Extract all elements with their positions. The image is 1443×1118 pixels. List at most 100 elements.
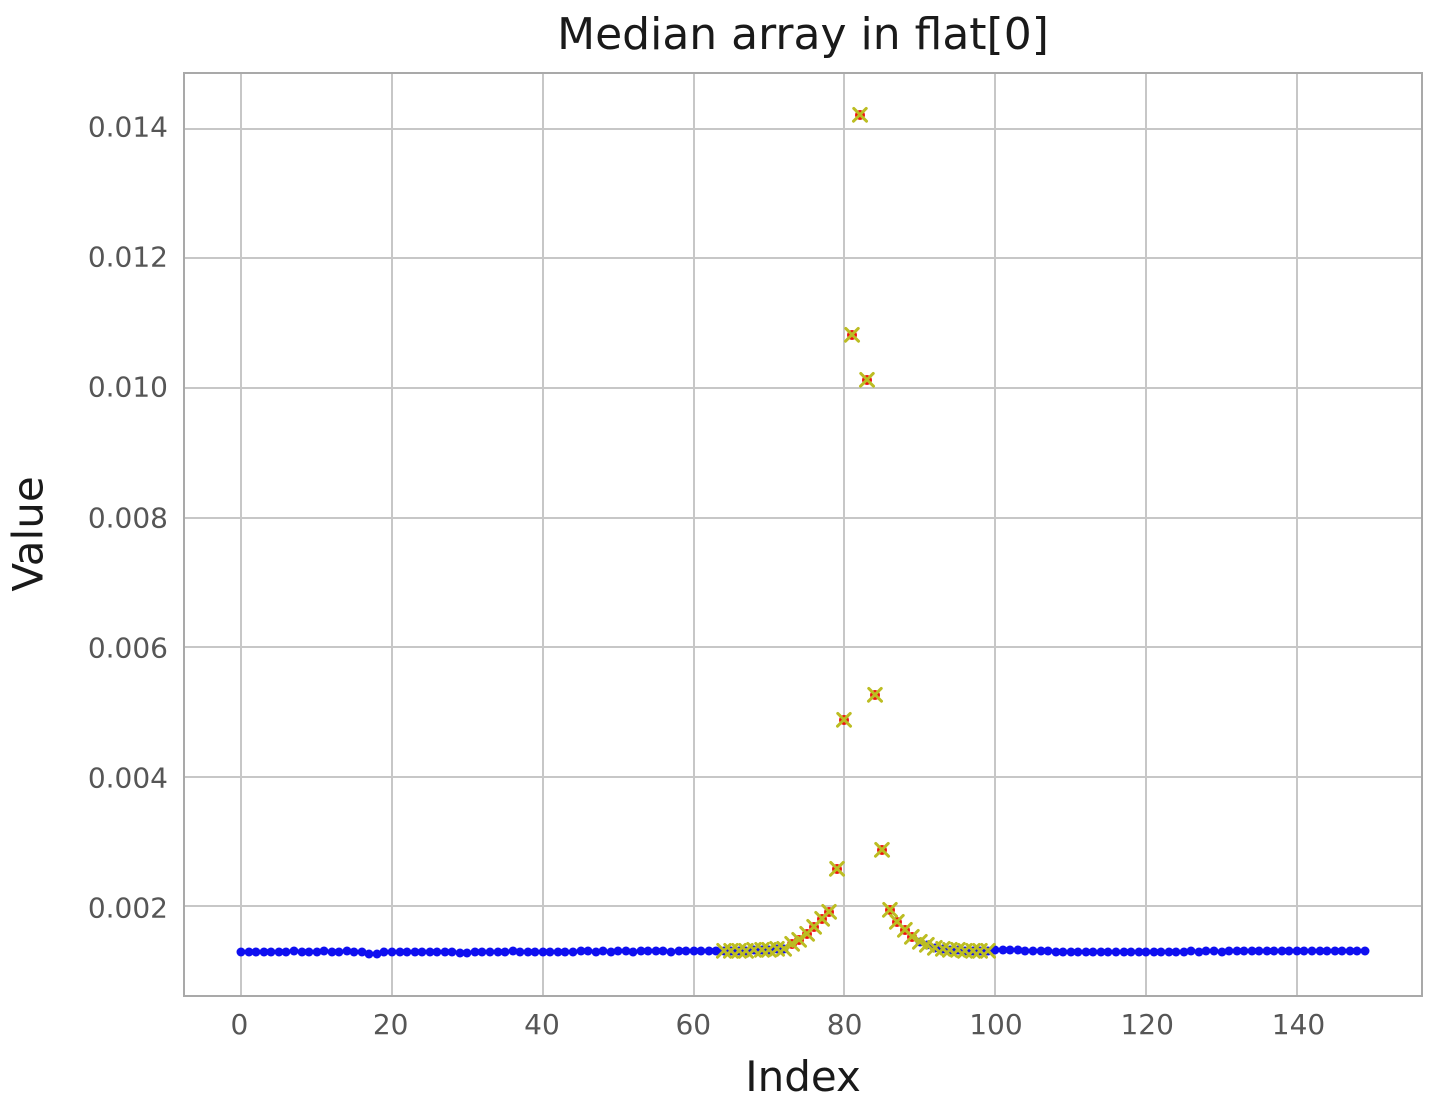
data-point [281,947,291,957]
data-point [1217,947,1227,957]
x-tick-label: 140 [1271,1008,1326,1041]
data-point [297,947,306,957]
data-point [1239,946,1249,956]
data-point [1360,946,1370,956]
data-point [1186,946,1196,956]
x-tick-label: 120 [1120,1008,1174,1041]
data-point [379,947,389,957]
data-point [1073,947,1083,957]
data-point [1081,947,1091,957]
data-point [1232,946,1242,956]
x-marker [979,942,997,960]
data-point [1277,946,1287,956]
data-point [372,949,382,959]
y-tick-label: 0.010 [87,370,168,404]
grid-line-vertical [994,74,997,995]
grid-line-horizontal [185,905,1421,908]
data-point [395,947,405,957]
data-point [651,946,661,956]
data-point [576,946,586,956]
data-point [1096,947,1106,957]
data-point [990,945,1000,955]
data-point [613,946,623,956]
grid-line-horizontal [185,257,1421,260]
data-point [1209,946,1219,956]
x-tick-label: 60 [675,1008,712,1041]
data-point [402,947,412,957]
x-marker [820,903,839,921]
data-point [621,946,631,956]
grid-line-vertical [541,74,544,995]
y-tick-label: 0.008 [87,501,168,535]
data-point [1119,947,1128,957]
data-point [538,947,548,957]
x-marker [828,860,846,878]
data-point [704,946,714,956]
data-point [1149,947,1159,957]
data-point [319,946,329,956]
data-point [606,947,616,957]
data-point [1224,946,1234,956]
data-point [628,947,638,957]
data-point [1043,946,1053,956]
data-point [681,946,691,956]
data-point [1066,947,1076,957]
data-point [1201,946,1211,956]
data-point [1111,947,1121,957]
data-point [342,946,352,956]
plot-area [183,72,1423,997]
data-point [289,946,299,956]
data-point [455,948,465,958]
data-point [1103,947,1113,957]
grid-line-vertical [1145,74,1148,995]
gridlines [185,74,1421,995]
data-point [1330,946,1340,956]
data-point [583,946,593,956]
data-point [1088,947,1098,957]
data-point [1020,946,1030,956]
data-point [485,947,495,957]
grid-line-horizontal [185,775,1421,778]
grid-line-vertical [692,74,695,995]
data-point [515,947,525,957]
data-point [1299,946,1309,956]
data-point [462,948,472,958]
data-point [696,946,706,956]
data-point [1028,946,1038,956]
grid-line-horizontal [185,127,1421,130]
data-point [1262,946,1272,956]
x-marker [866,686,884,704]
data-point [447,947,457,957]
data-point [666,947,676,957]
grid-line-horizontal [185,516,1421,519]
data-point [998,945,1008,954]
x-marker [835,711,854,730]
data-point [1013,945,1023,955]
x-tick-label: 20 [372,1008,409,1041]
data-point [440,947,450,957]
data-point [274,947,284,957]
data-point [1051,947,1061,957]
grid-line-vertical [843,74,846,995]
y-tick-labels: 0.002 0.004 0.006 0.008 0.010 0.012 0.014 [0,72,168,997]
grid-line-horizontal [185,646,1421,649]
data-point [259,947,269,957]
data-point [1247,946,1257,956]
data-point [410,947,420,957]
data-point [387,947,397,957]
x-tick-labels: 0 20 40 60 80 100 120 140 [183,1008,1423,1048]
data-point [1171,947,1181,957]
x-marker [858,370,876,389]
data-point [553,947,563,957]
data-point [598,946,608,956]
data-point [1005,945,1015,955]
scatter-points [185,74,1421,995]
y-tick-label: 0.006 [87,631,168,665]
data-point [244,947,254,957]
data-point [334,947,344,957]
grid-line-vertical [240,74,243,995]
data-point [1307,946,1317,956]
data-point [1315,946,1325,956]
data-point [1156,947,1166,957]
